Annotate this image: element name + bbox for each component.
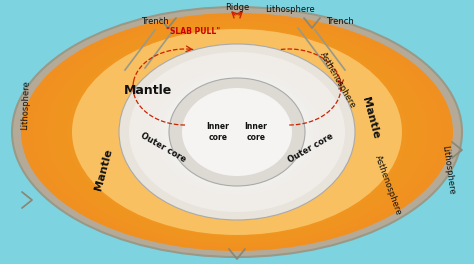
Ellipse shape	[117, 43, 357, 221]
Text: Mantle: Mantle	[124, 83, 172, 97]
Ellipse shape	[158, 71, 316, 193]
Text: Lithosphere: Lithosphere	[440, 145, 456, 195]
Ellipse shape	[174, 83, 300, 181]
Ellipse shape	[181, 88, 293, 176]
Ellipse shape	[82, 32, 392, 232]
Ellipse shape	[32, 16, 442, 248]
Ellipse shape	[119, 44, 355, 220]
Text: Mantle: Mantle	[360, 96, 380, 140]
Ellipse shape	[12, 7, 462, 257]
Ellipse shape	[161, 74, 313, 190]
Ellipse shape	[107, 39, 367, 225]
Ellipse shape	[42, 19, 432, 245]
Ellipse shape	[52, 22, 422, 242]
Text: Lithosphere: Lithosphere	[19, 80, 30, 130]
Ellipse shape	[47, 21, 427, 243]
Text: Asthenosphere: Asthenosphere	[318, 50, 358, 110]
Ellipse shape	[182, 88, 292, 176]
Ellipse shape	[72, 29, 402, 235]
Ellipse shape	[129, 52, 345, 212]
Ellipse shape	[92, 35, 382, 229]
Ellipse shape	[178, 86, 296, 178]
Ellipse shape	[171, 81, 303, 183]
Text: "SLAB PULL": "SLAB PULL"	[166, 27, 220, 36]
Text: Inner
core: Inner core	[207, 122, 229, 142]
Text: Asthenosphere: Asthenosphere	[373, 154, 403, 216]
Ellipse shape	[97, 36, 377, 228]
Ellipse shape	[21, 13, 453, 251]
Ellipse shape	[72, 29, 402, 235]
Text: Trench: Trench	[141, 17, 169, 26]
Ellipse shape	[155, 69, 319, 195]
Text: Inner
core: Inner core	[245, 122, 267, 142]
Ellipse shape	[27, 15, 447, 249]
Text: Lithosphere: Lithosphere	[265, 6, 315, 15]
Ellipse shape	[168, 78, 306, 186]
Ellipse shape	[102, 38, 372, 226]
Ellipse shape	[87, 33, 387, 231]
Text: Outer core: Outer core	[139, 131, 187, 164]
Ellipse shape	[57, 24, 417, 240]
Text: Ridge: Ridge	[225, 3, 249, 12]
Ellipse shape	[62, 25, 412, 239]
Ellipse shape	[122, 44, 352, 220]
Text: Mantle: Mantle	[94, 148, 114, 192]
Ellipse shape	[77, 30, 397, 234]
Ellipse shape	[169, 78, 305, 186]
Ellipse shape	[112, 41, 362, 223]
Text: Outer core: Outer core	[287, 131, 335, 164]
Ellipse shape	[164, 76, 310, 188]
Ellipse shape	[37, 18, 437, 246]
Ellipse shape	[67, 27, 407, 237]
Text: Trench: Trench	[326, 17, 354, 26]
